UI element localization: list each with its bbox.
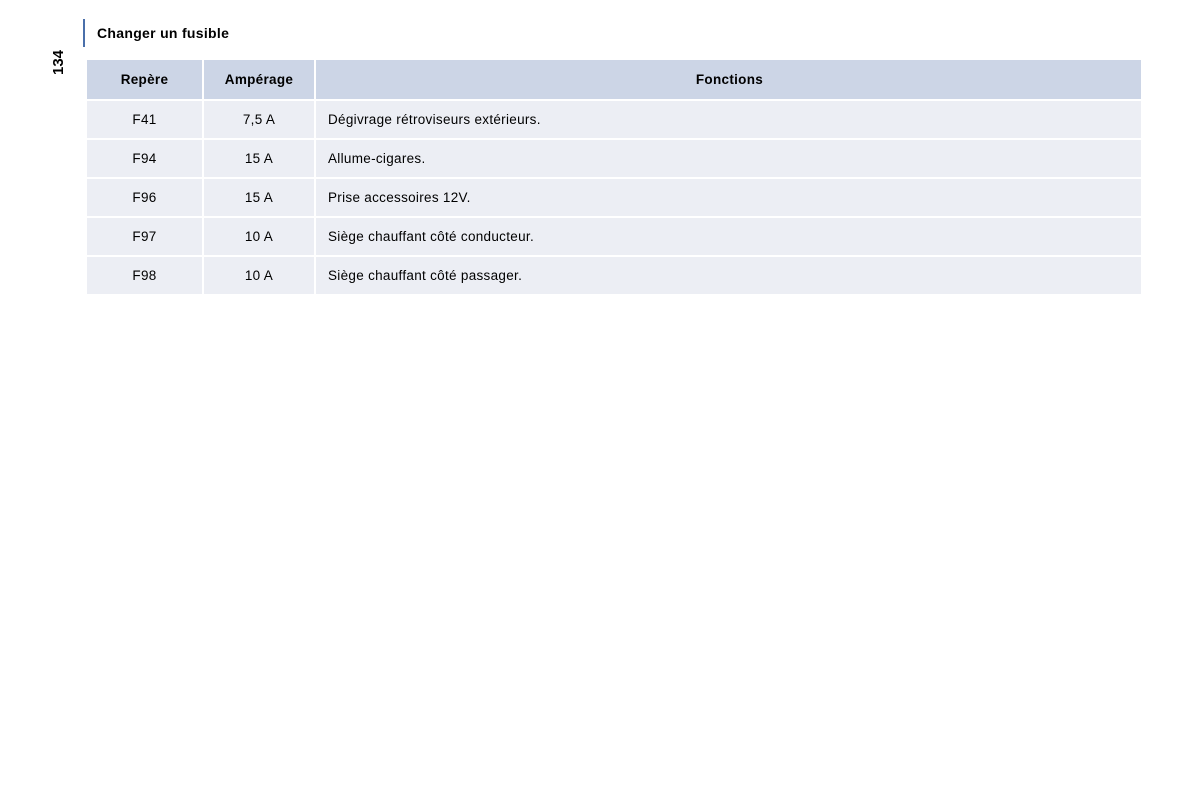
cell-amperage: 10 A <box>204 218 314 255</box>
cell-repere: F94 <box>87 140 202 177</box>
cell-repere: F96 <box>87 179 202 216</box>
cell-repere: F97 <box>87 218 202 255</box>
cell-fonction: Allume-cigares. <box>316 140 1141 177</box>
cell-repere: F98 <box>87 257 202 294</box>
cell-amperage: 10 A <box>204 257 314 294</box>
cell-fonction: Prise accessoires 12V. <box>316 179 1141 216</box>
fuse-table: Repère Ampérage Fonctions F41 7,5 A Dégi… <box>85 58 1143 296</box>
col-header-amperage: Ampérage <box>204 60 314 99</box>
title-bar: Changer un fusible <box>83 20 229 45</box>
cell-amperage: 15 A <box>204 179 314 216</box>
table-row: F97 10 A Siège chauffant côté conducteur… <box>87 218 1141 255</box>
col-header-fonctions: Fonctions <box>316 60 1141 99</box>
cell-amperage: 15 A <box>204 140 314 177</box>
cell-fonction: Siège chauffant côté conducteur. <box>316 218 1141 255</box>
table-row: F94 15 A Allume-cigares. <box>87 140 1141 177</box>
page-title: Changer un fusible <box>97 25 229 41</box>
cell-amperage: 7,5 A <box>204 101 314 138</box>
title-marker <box>83 19 85 47</box>
col-header-repere: Repère <box>87 60 202 99</box>
table-row: F96 15 A Prise accessoires 12V. <box>87 179 1141 216</box>
cell-repere: F41 <box>87 101 202 138</box>
table-header-row: Repère Ampérage Fonctions <box>87 60 1141 99</box>
cell-fonction: Siège chauffant côté passager. <box>316 257 1141 294</box>
table-row: F98 10 A Siège chauffant côté passager. <box>87 257 1141 294</box>
cell-fonction: Dégivrage rétroviseurs extérieurs. <box>316 101 1141 138</box>
page-number: 134 <box>50 50 67 75</box>
table-row: F41 7,5 A Dégivrage rétroviseurs extérie… <box>87 101 1141 138</box>
